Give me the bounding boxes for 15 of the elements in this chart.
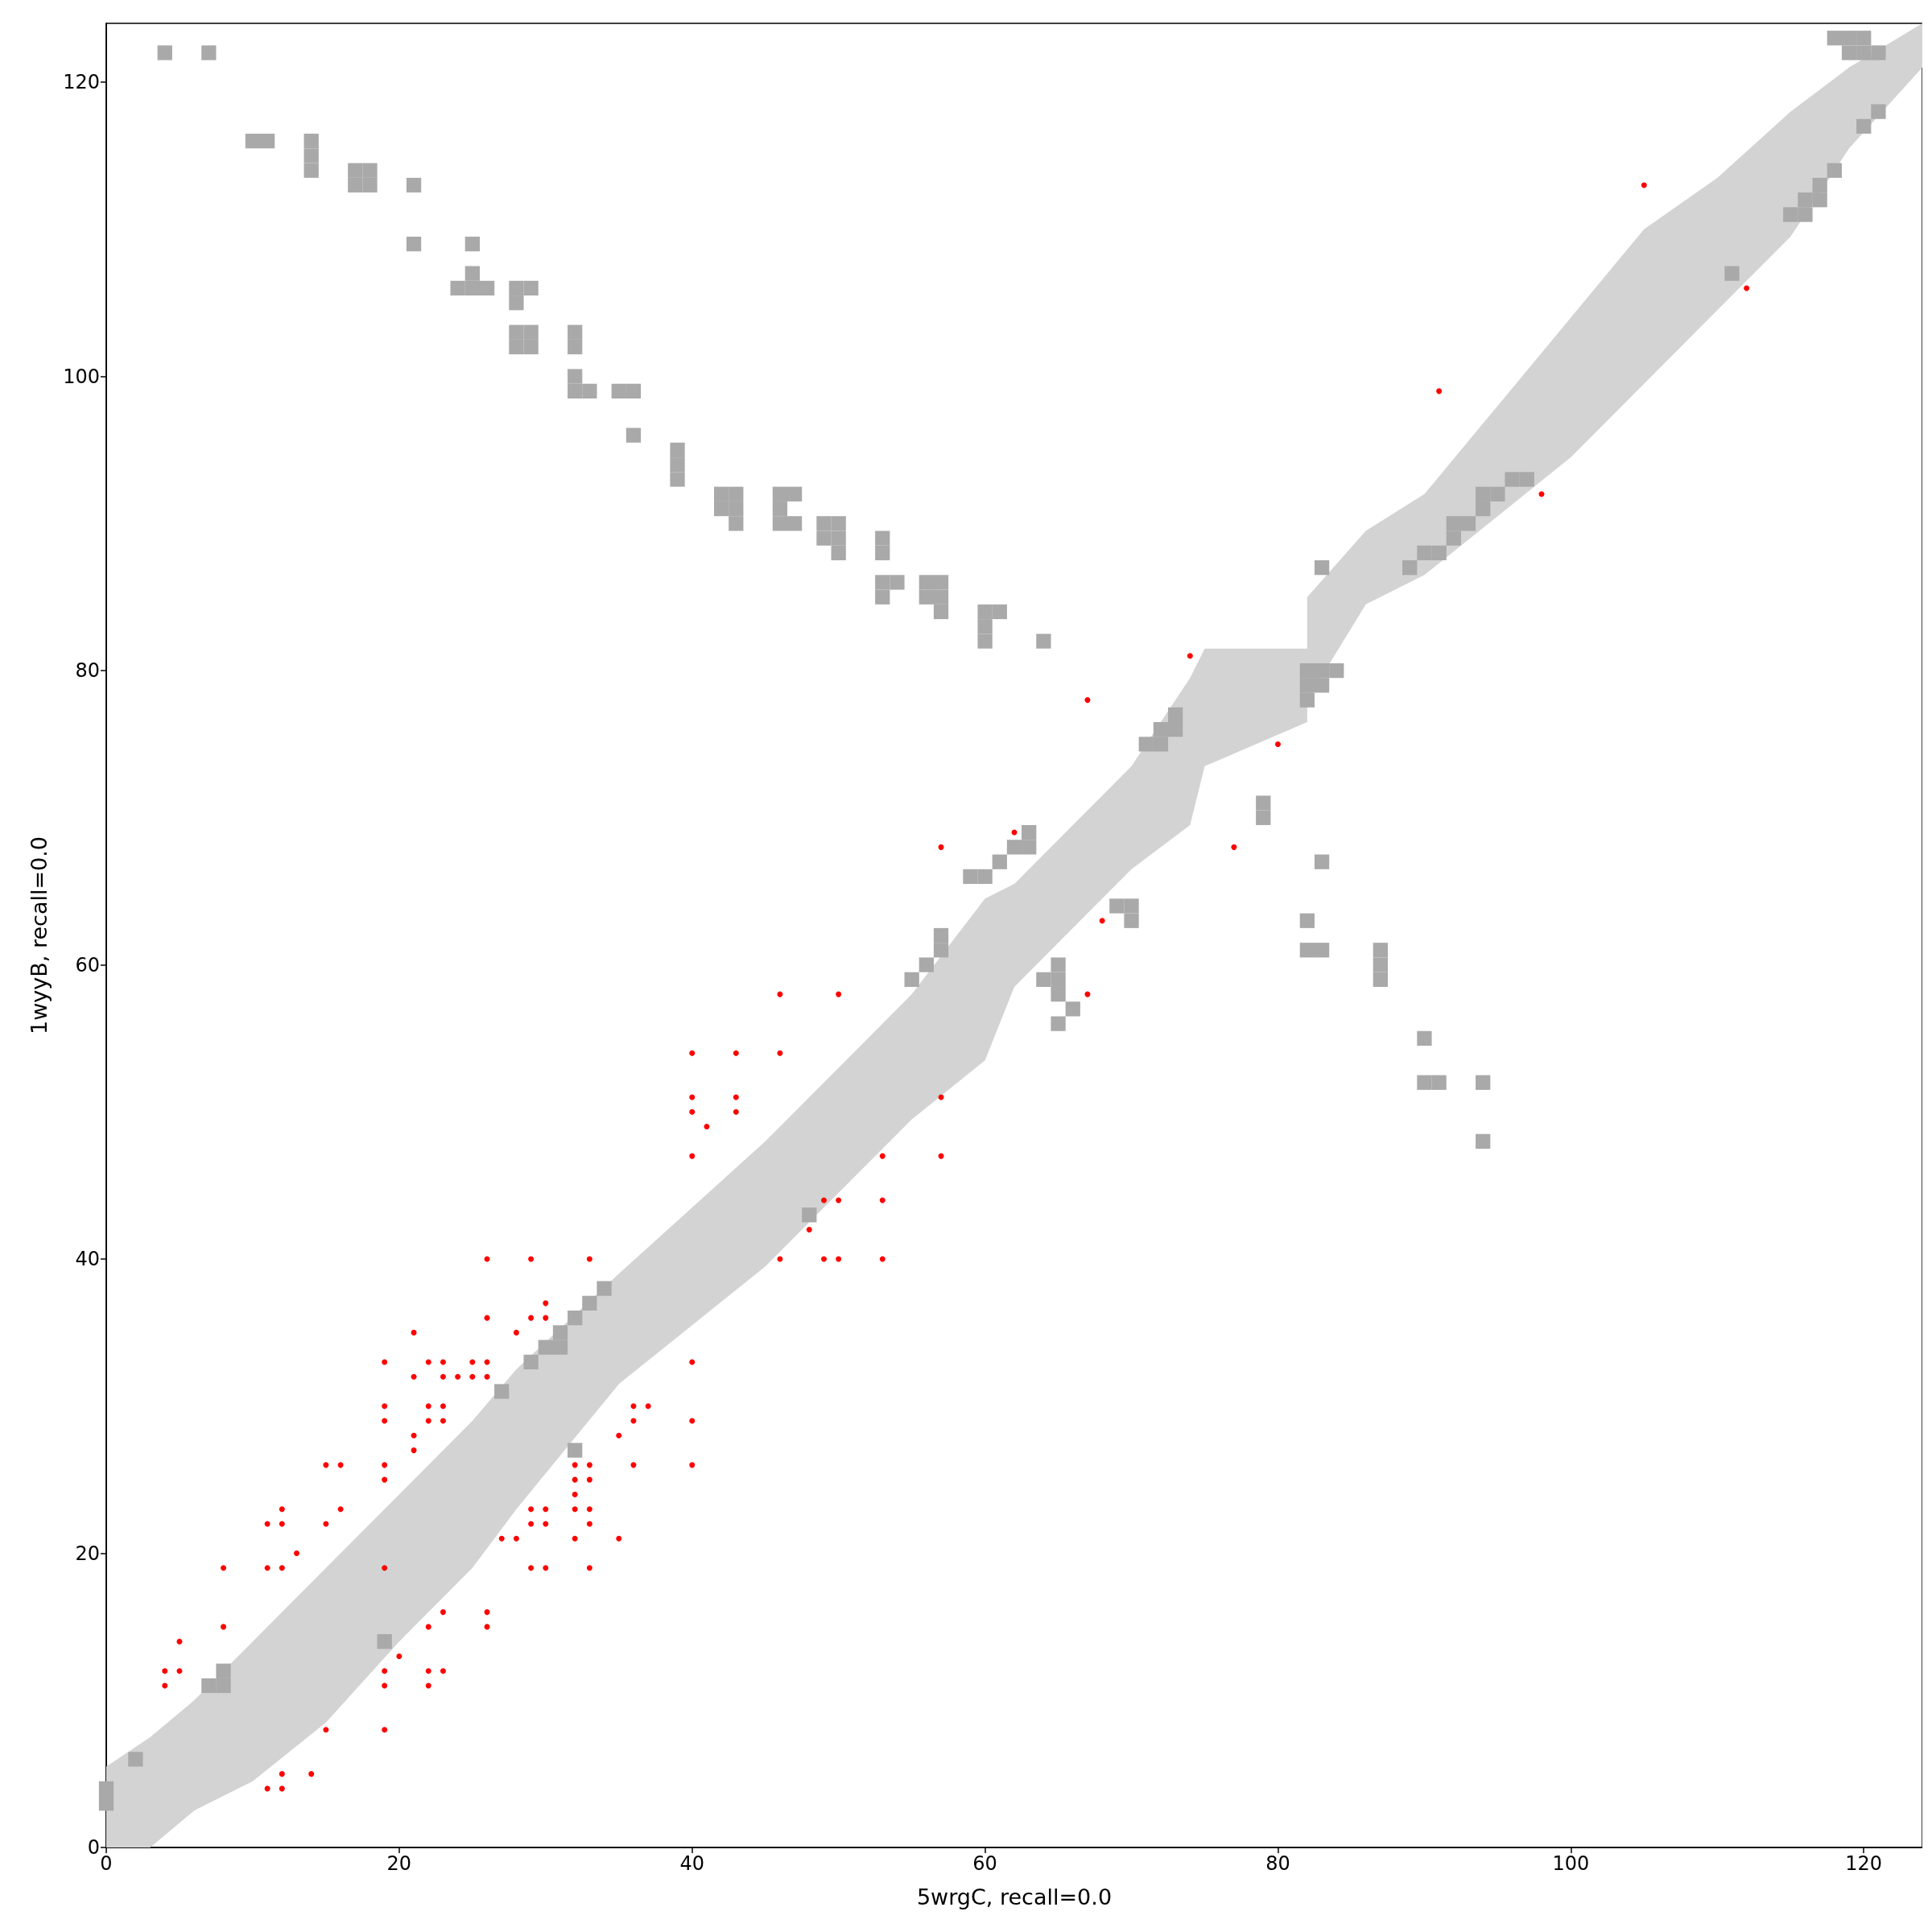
y-tick-label: 40 — [75, 1248, 100, 1271]
x-tick-label: 40 — [679, 1852, 705, 1875]
x-tick-label: 60 — [972, 1852, 997, 1875]
x-axis-title: 5wrgC, recall=0.0 — [916, 1885, 1113, 1909]
x-tick-label: 100 — [1552, 1852, 1590, 1875]
y-tick-label: 80 — [75, 659, 100, 683]
y-tick-label: 120 — [63, 71, 100, 94]
y-tick-label: 20 — [75, 1542, 100, 1565]
x-tick-label: 120 — [1845, 1852, 1883, 1875]
x-tick-label: 80 — [1265, 1852, 1290, 1875]
y-tick-label: 0 — [87, 1836, 100, 1859]
x-tick-label: 20 — [386, 1852, 412, 1875]
y-tick-label: 60 — [75, 953, 100, 976]
y-axis-title: 1wyyB, recall=0.0 — [27, 836, 52, 1034]
y-tick-label: 100 — [63, 365, 100, 388]
